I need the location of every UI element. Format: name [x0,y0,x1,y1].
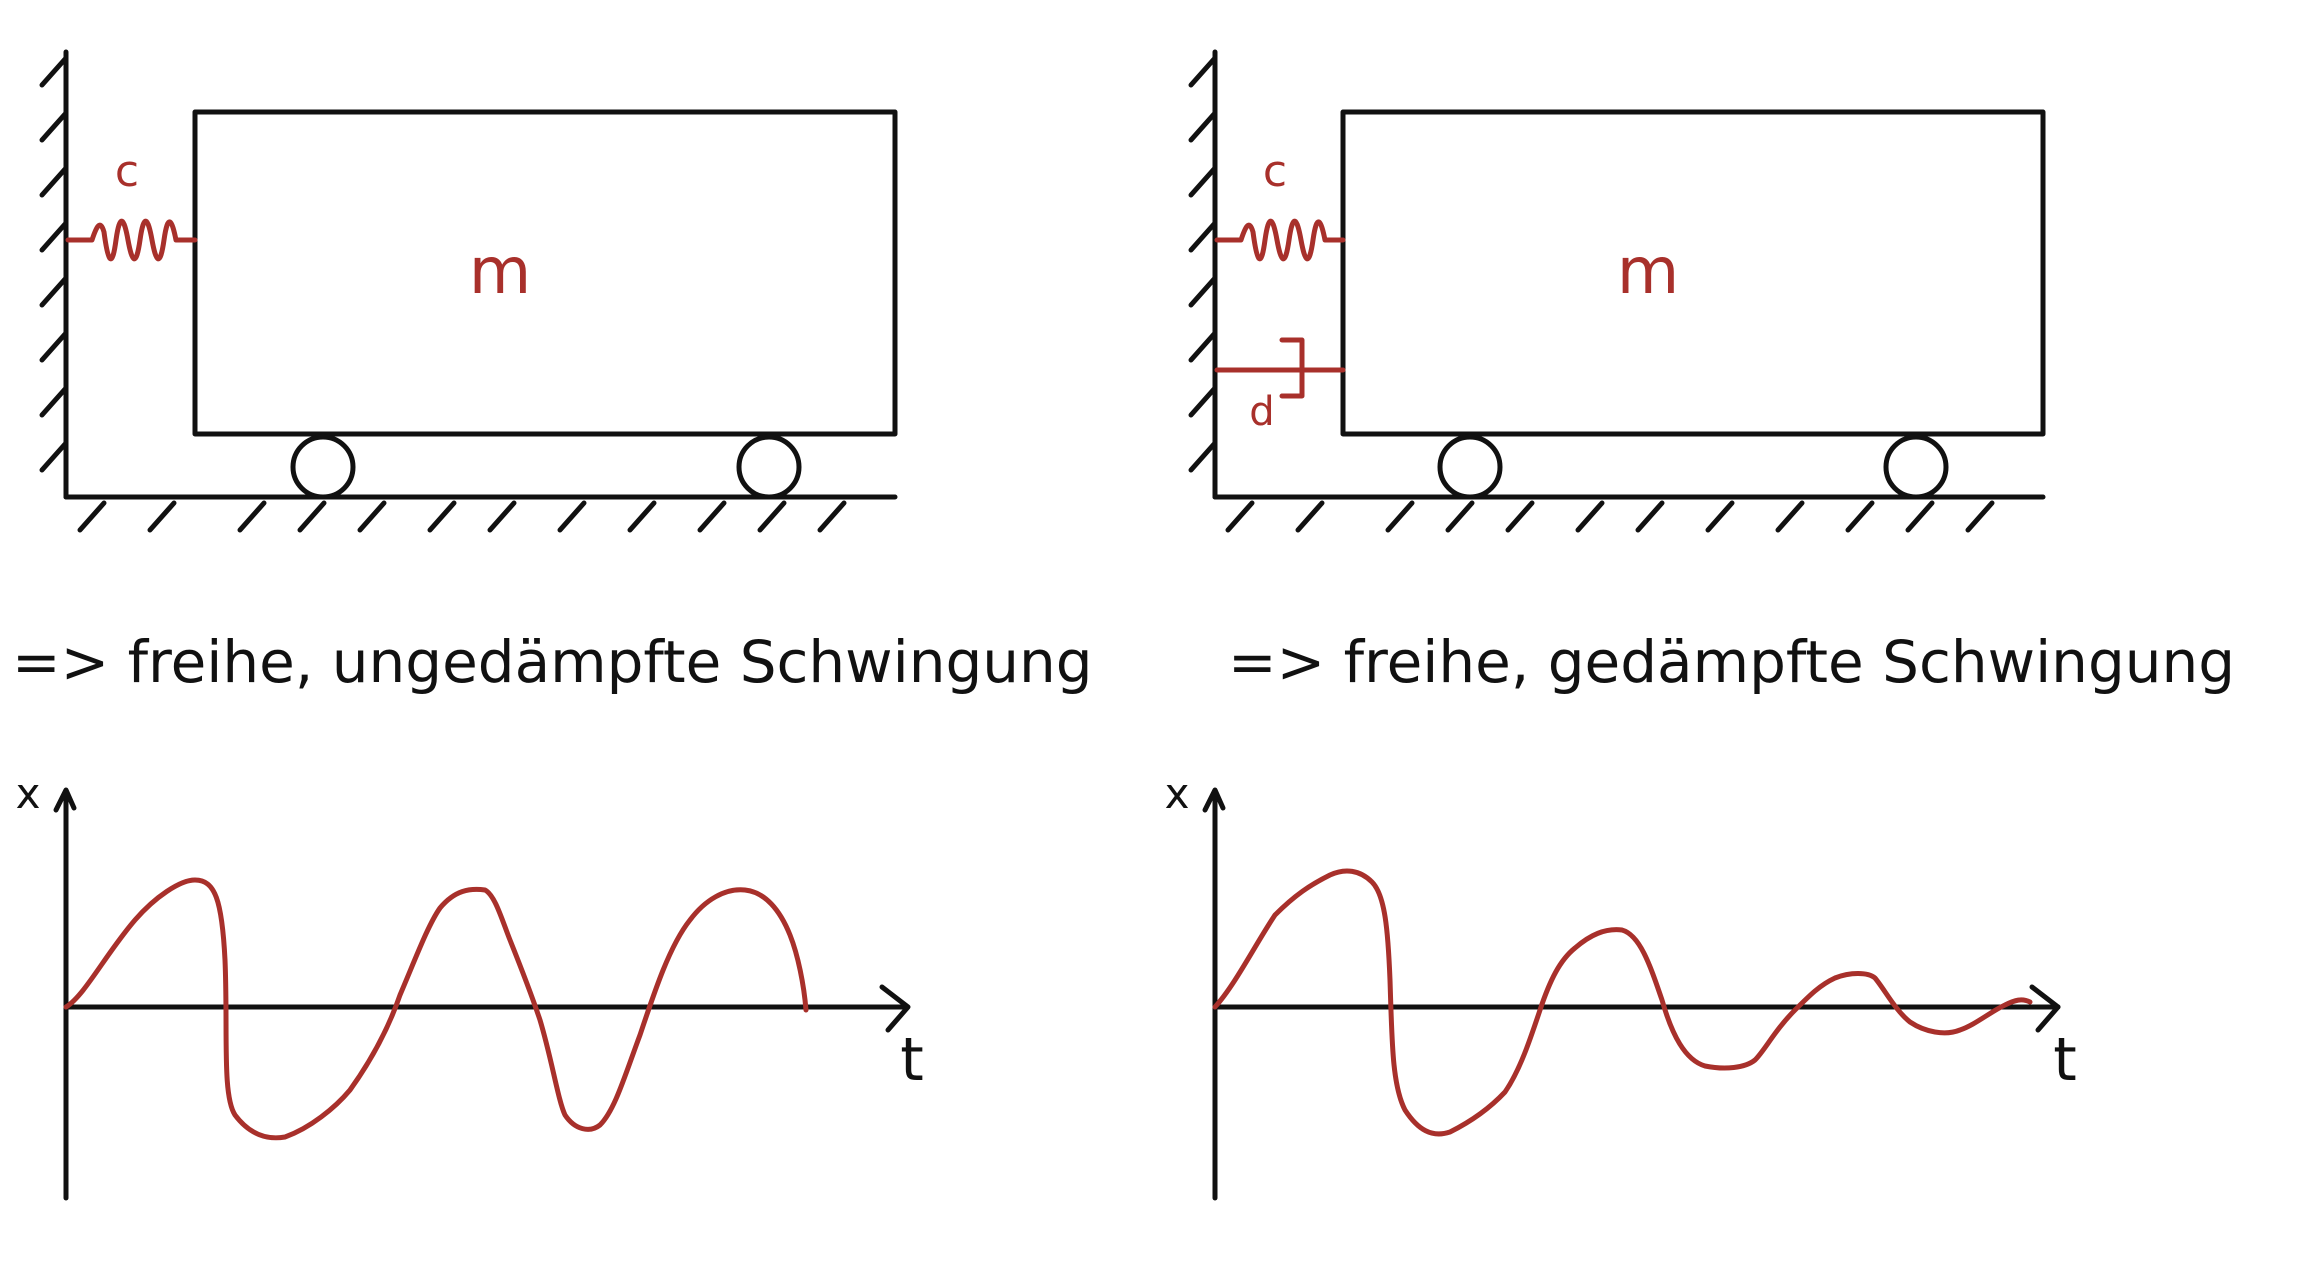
right-damped-oscillation-curve [1212,868,2033,1137]
right-wheel-2 [1883,434,1949,500]
right-ground-hatching [1225,500,1995,533]
left-wheel-1 [290,434,356,500]
left-x-axis-label: t [900,1025,924,1095]
right-wall-hatching [1188,55,1218,473]
left-caption: => freihe, ungedämpfte Schwingung [12,628,1093,696]
right-y-axis-arrow [1202,787,1226,813]
left-spring [65,218,198,262]
right-mass-spring-damper-system: m c d [1188,49,2046,533]
left-plot: x t [16,769,924,1201]
right-caption: => freihe, gedämpfte Schwingung [1228,628,2235,696]
right-spring [1214,218,1346,262]
right-x-axis-arrow [2029,984,2061,1033]
left-ground-hatching [77,500,847,533]
left-wheel-2 [736,434,802,500]
right-damper [1214,337,1346,399]
right-mass-block [1340,109,2046,437]
right-spring-label: c [1263,146,1287,197]
left-y-axis-label: x [16,769,41,818]
left-wall-hatching [39,55,69,473]
right-mass-label: m [1617,235,1679,309]
left-oscillation-curve [63,877,809,1141]
right-y-axis-label: x [1165,769,1190,818]
right-plot: x t [1165,769,2077,1201]
left-y-axis-arrow [53,787,77,813]
right-wheel-1 [1437,434,1503,500]
right-damper-label: d [1249,389,1274,435]
left-spring-label: c [115,146,139,197]
left-x-axis-arrow [879,984,911,1033]
right-x-axis-label: t [2053,1025,2077,1095]
left-mass-label: m [469,235,531,309]
left-mass-block [192,109,898,437]
left-mass-spring-system: m c [39,49,898,533]
